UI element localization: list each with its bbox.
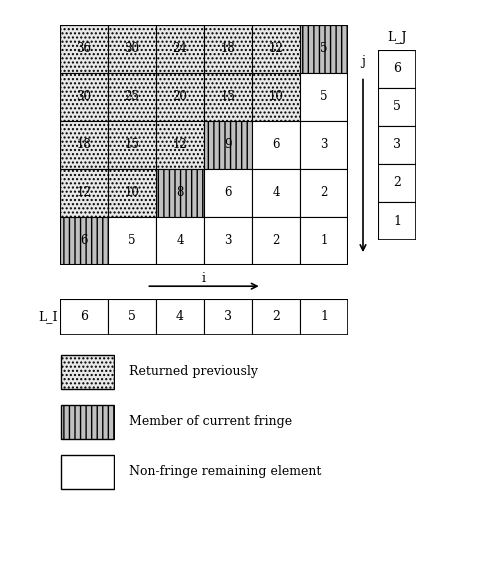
Bar	[204, 73, 252, 121]
Text: 20: 20	[173, 91, 187, 103]
Bar	[300, 169, 348, 217]
Bar	[378, 126, 416, 164]
Text: 9: 9	[224, 138, 232, 151]
Text: 2: 2	[393, 176, 401, 189]
Text: Returned previously: Returned previously	[129, 366, 258, 378]
Bar	[60, 299, 108, 335]
Text: 36: 36	[76, 43, 92, 55]
Text: 12: 12	[77, 186, 91, 200]
Bar	[108, 121, 156, 169]
Text: 6: 6	[80, 311, 88, 324]
Text: 3: 3	[224, 235, 232, 248]
Text: 15: 15	[221, 91, 235, 103]
Bar	[156, 121, 204, 169]
Text: 10: 10	[269, 91, 283, 103]
Bar	[60, 121, 108, 169]
Text: 12: 12	[269, 43, 283, 55]
Bar	[300, 73, 348, 121]
Text: 2: 2	[272, 311, 280, 324]
Text: 18: 18	[77, 138, 91, 151]
Text: 1: 1	[393, 214, 401, 228]
Bar	[60, 169, 108, 217]
Text: 10: 10	[125, 186, 139, 200]
Bar	[204, 299, 252, 335]
Bar	[204, 121, 252, 169]
Text: L_J: L_J	[387, 32, 407, 44]
Bar	[108, 299, 156, 335]
Text: 2: 2	[320, 186, 328, 200]
Text: 25: 25	[125, 91, 139, 103]
Text: 6: 6	[224, 186, 232, 200]
Bar	[252, 299, 300, 335]
Bar	[378, 164, 416, 202]
Bar	[300, 121, 348, 169]
Text: j: j	[361, 55, 365, 68]
Bar	[252, 121, 300, 169]
Text: 8: 8	[176, 186, 184, 200]
Bar	[300, 217, 348, 265]
Bar	[108, 169, 156, 217]
Text: 18: 18	[221, 43, 235, 55]
Text: 4: 4	[176, 311, 184, 324]
Text: 3: 3	[393, 138, 401, 151]
Text: 5: 5	[128, 311, 136, 324]
Bar	[300, 25, 348, 73]
Bar	[60, 73, 108, 121]
Text: L_I: L_I	[38, 311, 58, 324]
Text: 5: 5	[128, 235, 136, 248]
Text: 3: 3	[320, 138, 328, 151]
Bar	[252, 217, 300, 265]
Bar	[156, 25, 204, 73]
Bar	[60, 25, 108, 73]
Bar	[252, 169, 300, 217]
Bar	[108, 73, 156, 121]
Text: 3: 3	[224, 311, 232, 324]
Text: 6: 6	[393, 62, 401, 75]
Bar	[252, 73, 300, 121]
Text: 6: 6	[80, 235, 88, 248]
Bar	[108, 25, 156, 73]
Text: i: i	[202, 272, 206, 285]
Text: 4: 4	[176, 235, 184, 248]
Bar	[156, 299, 204, 335]
Text: 5: 5	[393, 100, 401, 113]
Text: Non-fringe remaining element: Non-fringe remaining element	[129, 465, 322, 478]
Text: 5: 5	[320, 43, 328, 55]
Text: 4: 4	[272, 186, 280, 200]
Text: 15: 15	[125, 138, 139, 151]
Text: 24: 24	[173, 43, 187, 55]
Bar	[156, 169, 204, 217]
Bar	[378, 88, 416, 126]
Bar	[156, 217, 204, 265]
Text: Member of current fringe: Member of current fringe	[129, 415, 292, 429]
Bar	[252, 25, 300, 73]
Bar	[204, 25, 252, 73]
Bar	[378, 202, 416, 240]
Text: 1: 1	[320, 311, 328, 324]
Bar	[156, 73, 204, 121]
Bar	[378, 50, 416, 88]
Text: 5: 5	[320, 91, 328, 103]
Text: 6: 6	[272, 138, 280, 151]
Text: 30: 30	[76, 91, 92, 103]
Bar	[108, 217, 156, 265]
Text: 30: 30	[124, 43, 140, 55]
Text: 2: 2	[272, 235, 280, 248]
Text: 12: 12	[173, 138, 187, 151]
Bar	[204, 217, 252, 265]
Text: 1: 1	[320, 235, 328, 248]
Bar	[204, 169, 252, 217]
Bar	[300, 299, 348, 335]
Bar	[60, 217, 108, 265]
